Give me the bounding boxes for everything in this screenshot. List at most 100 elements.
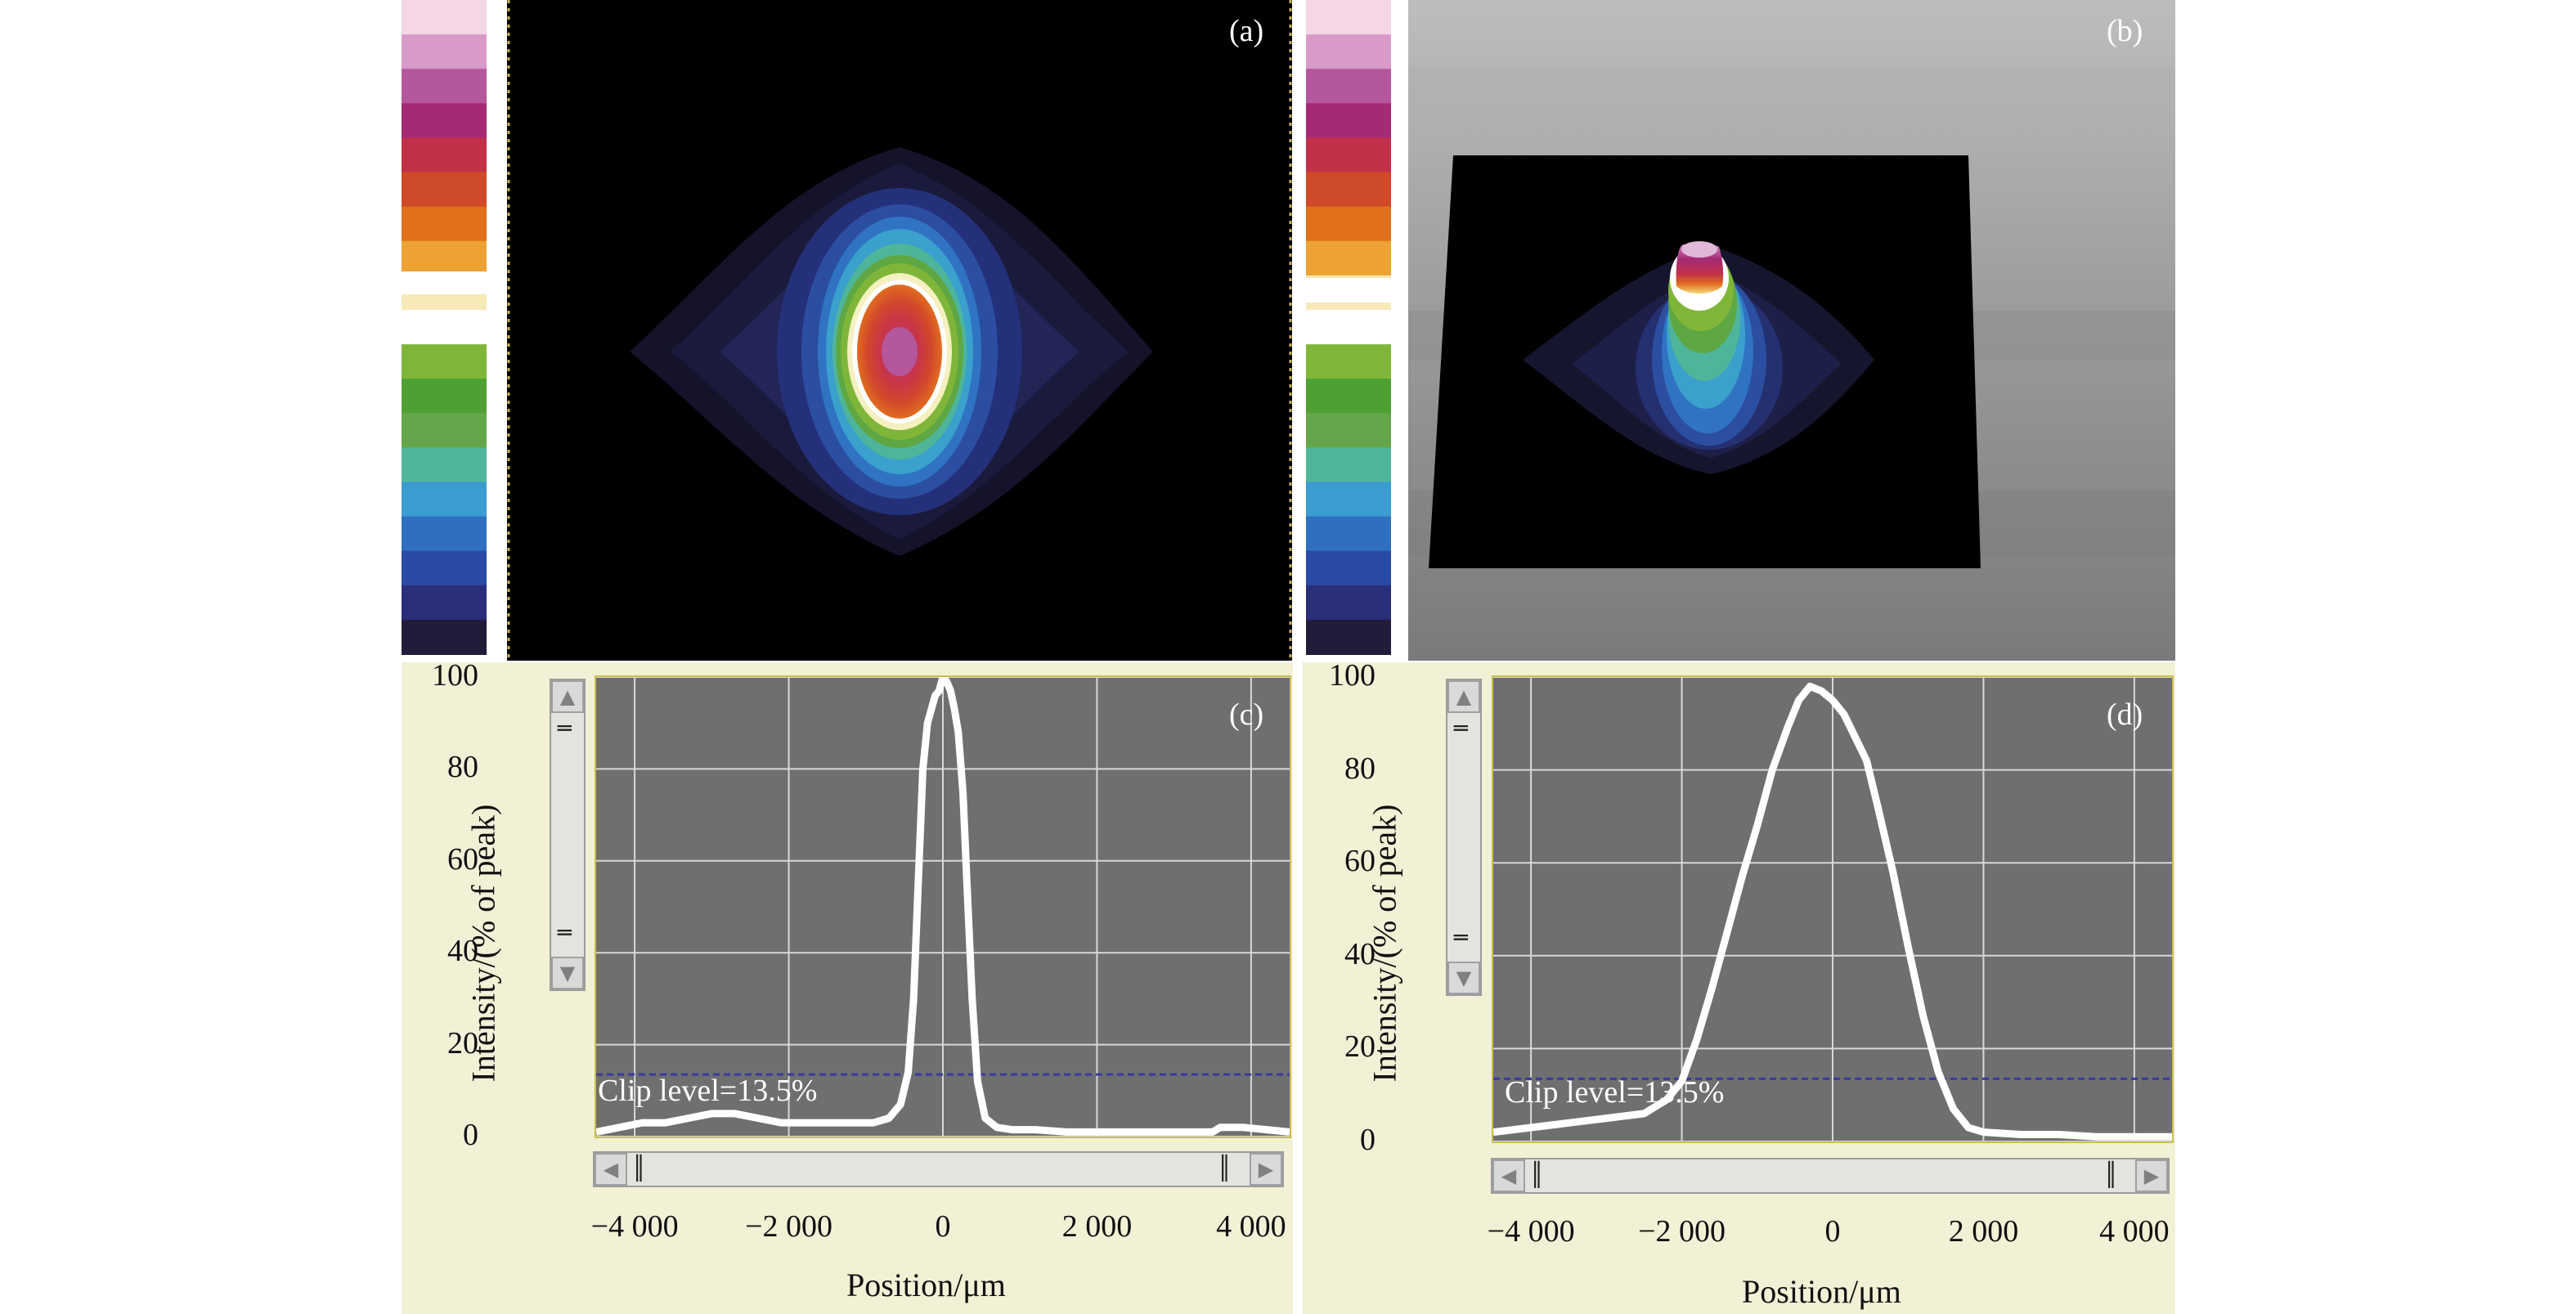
colorbar-band	[402, 447, 487, 483]
colorbar-band	[402, 516, 487, 552]
colorbar-band	[1306, 103, 1391, 139]
horizontal-scrollbar-d[interactable]: ◀ ║ ║ ▶	[1491, 1158, 2170, 1194]
vertical-scrollbar-d[interactable]: ▲ ═ ═ ▼	[1446, 679, 1482, 996]
colorbar-band	[1306, 137, 1391, 173]
colorbar-band	[402, 206, 487, 242]
x-axis-title-d: Position/μm	[1742, 1273, 1901, 1310]
y-tick-label: 100	[432, 658, 478, 693]
beam-profile-3d-image	[1408, 0, 2175, 661]
colorbar-band	[1306, 619, 1391, 655]
x-tick-label: 2 000	[1061, 1209, 1133, 1244]
colorbar-band	[1306, 309, 1391, 346]
y-tick-label: 80	[447, 750, 478, 785]
scroll-thumb-bottom-d[interactable]: ═	[1454, 924, 1468, 951]
colorbar-marker	[402, 271, 487, 294]
colorbar-band	[1306, 344, 1391, 380]
colorbar-band	[402, 550, 487, 586]
colorbar-band	[1306, 69, 1391, 105]
x-tick-label: 4 000	[2099, 1214, 2170, 1249]
colorbar-band	[402, 585, 487, 621]
scroll-thumb-right-c[interactable]: ║	[1218, 1155, 1232, 1182]
colorbar-band	[1306, 34, 1391, 70]
down-arrow-icon: ▼	[1456, 966, 1472, 989]
up-arrow-icon: ▲	[559, 685, 576, 708]
scroll-right-button-c[interactable]: ▶	[1250, 1153, 1282, 1186]
intensity-profile-line	[1493, 682, 2172, 1141]
x-tick-label: 0	[935, 1209, 951, 1244]
colorbar-band	[402, 309, 487, 346]
scroll-down-button-c[interactable]: ▼	[551, 957, 584, 989]
scroll-thumb-left-d[interactable]: ║	[1530, 1161, 1544, 1188]
colorbar-a	[402, 0, 487, 655]
colorbar-band	[402, 0, 487, 36]
panel-label-d: (d)	[2107, 697, 2143, 732]
scroll-left-button-c[interactable]: ◀	[595, 1153, 627, 1186]
down-arrow-icon: ▼	[559, 962, 576, 984]
colorbar-band	[1306, 413, 1391, 449]
scroll-left-button-d[interactable]: ◀	[1492, 1159, 1525, 1192]
plot-area-d	[1492, 675, 2174, 1143]
colorbar-band	[402, 34, 487, 70]
panel-label-c: (c)	[1229, 697, 1264, 732]
right-arrow-icon: ▶	[1258, 1158, 1274, 1181]
scroll-up-button-c[interactable]: ▲	[551, 680, 584, 713]
x-tick-label: −4 000	[1487, 1214, 1575, 1249]
scroll-right-button-d[interactable]: ▶	[2135, 1159, 2168, 1192]
y-tick-label: 20	[1344, 1029, 1376, 1065]
scroll-thumb-left-c[interactable]: ║	[632, 1155, 646, 1182]
clip-level-label-c: Clip level=13.5%	[598, 1074, 818, 1108]
colorbar-marker	[1306, 278, 1391, 303]
colorbar-band	[1306, 482, 1391, 518]
y-tick-label: 20	[447, 1025, 478, 1061]
y-tick-label: 80	[1344, 751, 1376, 786]
x-tick-label: 4 000	[1216, 1209, 1286, 1244]
y-tick-label: 40	[1344, 936, 1376, 971]
up-arrow-icon: ▲	[1456, 685, 1472, 708]
scroll-up-button-d[interactable]: ▲	[1447, 680, 1480, 713]
colorbar-band	[1306, 585, 1391, 621]
colorbar-band	[402, 344, 487, 380]
colorbar-band	[402, 69, 487, 105]
scroll-thumb-top-c[interactable]: ═	[558, 715, 572, 742]
y-tick-label: 60	[1344, 844, 1376, 879]
x-tick-label: −2 000	[1638, 1214, 1726, 1249]
colorbar-b	[1306, 0, 1391, 655]
plot-area-c	[595, 675, 1291, 1138]
colorbar-band	[1306, 206, 1391, 242]
clip-level-label-d: Clip level=13.5%	[1505, 1075, 1725, 1110]
vertical-scrollbar-c[interactable]: ▲ ═ ═ ▼	[550, 679, 586, 991]
horizontal-scrollbar-c[interactable]: ◀ ║ ║ ▶	[593, 1151, 1284, 1187]
left-arrow-icon: ◀	[603, 1158, 619, 1181]
x-tick-label: 2 000	[1948, 1214, 2019, 1249]
colorbar-band	[1306, 379, 1391, 415]
y-tick-label: 0	[1360, 1123, 1376, 1157]
scroll-down-button-d[interactable]: ▼	[1447, 962, 1480, 994]
x-tick-label: −2 000	[745, 1209, 833, 1244]
colorbar-band	[402, 379, 487, 415]
colorbar-band	[1306, 550, 1391, 586]
intensity-profile-line	[596, 677, 1290, 1136]
left-arrow-icon: ◀	[1501, 1164, 1517, 1187]
colorbar-band	[402, 103, 487, 139]
beam-profile-2d-image	[507, 0, 1292, 661]
colorbar-band	[402, 240, 487, 276]
x-tick-label: −4 000	[590, 1209, 679, 1244]
colorbar-band	[1306, 240, 1391, 276]
colorbar-band	[402, 172, 487, 208]
x-axis-title-c: Position/μm	[846, 1267, 1006, 1303]
scroll-thumb-right-d[interactable]: ║	[2104, 1161, 2118, 1188]
colorbar-band	[1306, 516, 1391, 552]
panel-label-a: (a)	[1229, 14, 1264, 48]
y-tick-label: 60	[447, 841, 478, 877]
right-arrow-icon: ▶	[2143, 1164, 2160, 1187]
panel-label-b: (b)	[2107, 14, 2143, 48]
y-tick-label: 100	[1329, 658, 1376, 693]
x-tick-label: 0	[1824, 1214, 1841, 1249]
colorbar-band	[1306, 447, 1391, 483]
colorbar-band	[402, 619, 487, 655]
colorbar-band	[402, 137, 487, 173]
scroll-thumb-top-d[interactable]: ═	[1454, 715, 1468, 742]
scroll-thumb-bottom-c[interactable]: ═	[558, 919, 572, 946]
colorbar-band	[1306, 0, 1391, 36]
colorbar-band	[402, 482, 487, 518]
